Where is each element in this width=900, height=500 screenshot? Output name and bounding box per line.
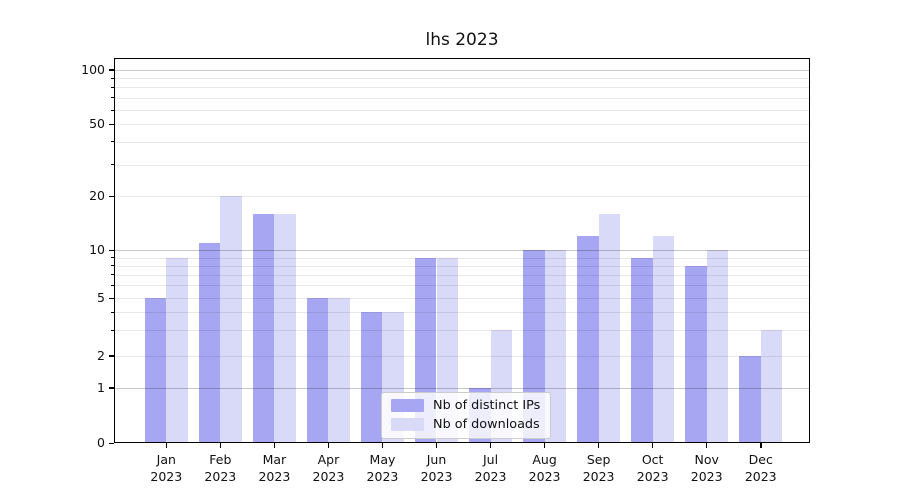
y-minortick-80: [111, 86, 114, 88]
y-tick-label-2: 2: [97, 347, 105, 363]
y-minortick-3: [111, 329, 114, 331]
bar-downloads-apr-2023: [328, 298, 350, 443]
x-tick-label-sep-2023: Sep 2023: [582, 452, 615, 484]
legend-swatch-downloads-icon: [391, 418, 424, 431]
x-tick-label-jun-2023: Jun 2023: [420, 452, 453, 484]
bar-downloads-jan-2023: [166, 257, 188, 443]
x-tick-mar-2023: [273, 443, 276, 448]
bar-distinct-ips-dec-2023: [739, 355, 761, 443]
y-tick-2: [109, 355, 114, 357]
bar-distinct-ips-sep-2023: [577, 236, 599, 443]
x-tick-feb-2023: [219, 443, 222, 448]
legend-swatch-distinct-ips-icon: [391, 399, 424, 412]
gridline-minor-90: [114, 78, 810, 80]
x-tick-label-aug-2023: Aug 2023: [528, 452, 561, 484]
legend-label-distinct-ips: Nb of distinct IPs: [433, 398, 541, 413]
y-tick-label-50: 50: [89, 116, 105, 132]
bar-downloads-feb-2023: [220, 196, 242, 443]
y-tick-50: [109, 123, 114, 126]
legend-item-downloads: Nb of downloads: [391, 417, 540, 432]
y-tick-10: [109, 249, 114, 252]
y-minortick-4: [111, 311, 114, 313]
bar-downloads-dec-2023: [760, 330, 783, 443]
x-tick-label-oct-2023: Oct 2023: [636, 452, 669, 484]
y-minortick-90: [111, 77, 114, 79]
y-tick-100: [109, 69, 114, 71]
x-tick-dec-2023: [760, 443, 762, 448]
bar-downloads-mar-2023: [274, 213, 296, 443]
y-tick-label-20: 20: [89, 188, 105, 204]
bar-downloads-sep-2023: [598, 213, 621, 443]
x-tick-label-may-2023: May 2023: [366, 452, 399, 484]
gridline-minor-60: [114, 110, 810, 112]
y-minortick-9: [111, 257, 114, 259]
y-tick-label-10: 10: [89, 242, 105, 258]
bar-distinct-ips-apr-2023: [306, 298, 329, 443]
gridline-minor-50: [114, 124, 810, 126]
x-tick-may-2023: [381, 443, 384, 448]
y-tick-5: [109, 297, 114, 299]
bar-distinct-ips-mar-2023: [252, 213, 275, 443]
x-tick-apr-2023: [327, 443, 330, 448]
x-tick-label-mar-2023: Mar 2023: [258, 452, 291, 484]
y-tick-label-1: 1: [97, 379, 105, 395]
gridline-minor-80: [114, 87, 810, 89]
bar-distinct-ips-oct-2023: [631, 257, 653, 443]
x-tick-aug-2023: [544, 443, 546, 448]
y-minortick-6: [111, 284, 114, 286]
x-tick-nov-2023: [706, 443, 708, 448]
legend-item-distinct-ips: Nb of distinct IPs: [391, 398, 540, 413]
y-tick-0: [109, 442, 114, 444]
y-minortick-40: [111, 141, 114, 143]
x-tick-label-nov-2023: Nov 2023: [690, 452, 723, 484]
bar-distinct-ips-jan-2023: [144, 298, 167, 443]
y-minortick-8: [111, 265, 114, 267]
y-tick-label-0: 0: [97, 435, 105, 450]
gridline-minor-70: [114, 97, 810, 99]
x-tick-jun-2023: [436, 443, 438, 448]
bar-distinct-ips-may-2023: [360, 312, 383, 443]
gridline-minor-20: [114, 196, 810, 198]
chart-title: lhs 2023: [425, 30, 499, 50]
y-minortick-30: [111, 164, 114, 166]
y-tick-label-5: 5: [97, 290, 105, 305]
gridline-minor-30: [114, 164, 810, 166]
x-tick-oct-2023: [652, 443, 654, 448]
x-tick-label-dec-2023: Dec 2023: [744, 452, 777, 484]
x-tick-label-apr-2023: Apr 2023: [312, 452, 345, 484]
x-tick-label-feb-2023: Feb 2023: [204, 452, 237, 484]
y-minortick-70: [111, 97, 114, 99]
x-tick-jul-2023: [490, 443, 492, 448]
gridline-minor-40: [114, 141, 810, 143]
plot-area: Nb of distinct IPs Nb of downloads: [114, 58, 810, 443]
y-minortick-60: [111, 109, 114, 111]
bar-distinct-ips-feb-2023: [198, 242, 221, 443]
gridline-major-100: [114, 69, 810, 71]
bar-downloads-oct-2023: [652, 236, 675, 443]
bar-downloads-nov-2023: [706, 250, 729, 443]
y-tick-1: [109, 387, 114, 389]
y-minortick-7: [111, 274, 114, 276]
bar-distinct-ips-nov-2023: [685, 265, 707, 443]
x-tick-label-jan-2023: Jan 2023: [150, 452, 183, 484]
x-tick-label-jul-2023: Jul 2023: [474, 452, 507, 484]
legend: Nb of distinct IPs Nb of downloads: [381, 392, 552, 439]
y-tick-label-100: 100: [81, 61, 105, 77]
x-tick-sep-2023: [598, 443, 600, 448]
x-tick-jan-2023: [165, 443, 168, 448]
legend-label-downloads: Nb of downloads: [433, 417, 540, 432]
y-tick-20: [109, 195, 114, 198]
